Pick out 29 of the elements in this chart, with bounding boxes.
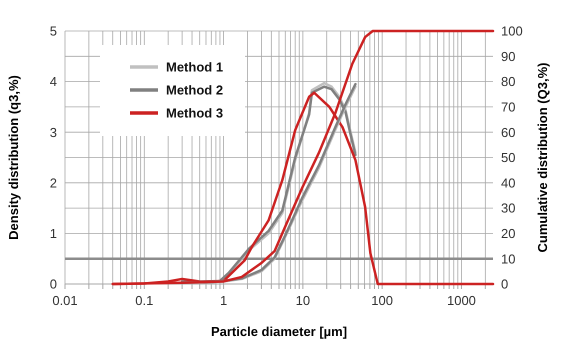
y2-tick-label: 80	[501, 74, 516, 90]
legend-label: Method 1	[166, 60, 224, 75]
y2-tick-label: 70	[501, 99, 516, 114]
x-axis-title: Particle diameter [µm]	[210, 324, 348, 339]
y2-tick-label: 100	[501, 24, 523, 39]
y-tick-label: 3	[50, 124, 57, 140]
y2-tick-label: 60	[501, 124, 516, 140]
x-tick-label: 1	[220, 293, 228, 308]
y2-tick-label: 40	[501, 175, 516, 190]
x-tick-label: 10	[296, 293, 310, 308]
y-tick-label: 0	[50, 276, 57, 292]
y2-tick-label: 10	[501, 251, 516, 266]
x-tick-label: 0.1	[135, 293, 154, 308]
y2-tick-label: 50	[501, 150, 516, 166]
x-tick-label: 0.01	[52, 293, 78, 308]
x-tick-label: 100	[371, 293, 394, 308]
y-tick-label: 1	[50, 226, 57, 241]
y2-tick-label: 20	[501, 226, 516, 241]
y2-tick-label: 30	[501, 200, 516, 216]
x-tick-label: 1000	[446, 293, 476, 308]
y2-tick-label: 90	[501, 48, 516, 64]
y-axis-title: Density distribution (q3,%)	[6, 75, 21, 240]
y2-tick-label: 0	[501, 276, 508, 292]
y-tick-label: 5	[50, 24, 57, 39]
legend-label: Method 3	[166, 106, 224, 121]
y-tick-label: 4	[50, 74, 57, 90]
y-tick-label: 2	[50, 175, 57, 190]
y2-axis-title: Cumulative distribution (Q3,%)	[535, 62, 550, 252]
legend-label: Method 2	[166, 82, 224, 98]
